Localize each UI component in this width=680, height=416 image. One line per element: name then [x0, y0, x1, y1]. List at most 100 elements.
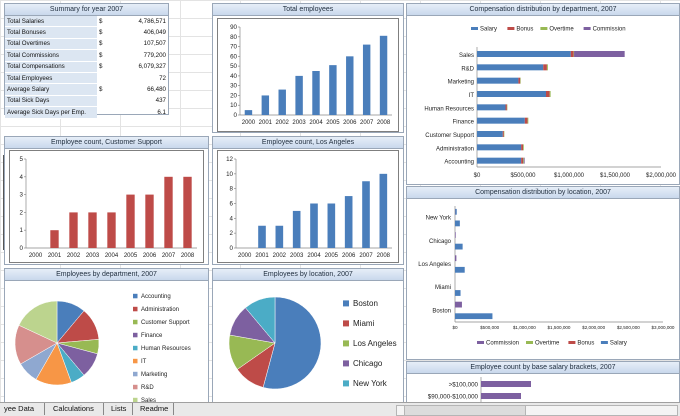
legend-swatch [477, 341, 484, 344]
x-tick-label: 2000 [238, 253, 252, 259]
legend-swatch [343, 320, 349, 326]
bar [258, 226, 266, 248]
bar-segment [477, 64, 543, 70]
bar [362, 181, 370, 248]
chart-title: Employee count by base salary brackets, … [407, 362, 679, 374]
y-tick-label: 8 [230, 186, 234, 193]
legend-label: Salary [480, 27, 497, 33]
tab-separator [44, 403, 45, 415]
legend-label: Finance [141, 333, 163, 339]
legend-swatch [584, 27, 591, 30]
bar-segment [455, 313, 492, 319]
summary-row: Total Commissions$779,200 [5, 50, 168, 61]
summary-row: Total Overtimes$107,507 [5, 38, 168, 49]
scroll-thumb[interactable] [404, 405, 526, 416]
bar-segment [571, 51, 574, 57]
y-tick-label: 5 [20, 156, 24, 163]
bar-segment [518, 78, 520, 84]
summary-label: Total Salaries [5, 16, 97, 27]
x-tick-label: 2002 [67, 253, 81, 259]
tab-readme[interactable]: Readme [136, 403, 172, 415]
legend-swatch [343, 380, 349, 386]
x-tick-label: $3,000,000 [652, 325, 675, 330]
y-tick-label: 2 [20, 209, 24, 216]
summary-currency [97, 72, 107, 83]
legend-label: Commission [486, 341, 519, 347]
tab-employee-data[interactable]: yee Data [0, 403, 38, 415]
bar-segment [477, 158, 521, 164]
legend-label: Los Angeles [353, 339, 397, 348]
bar [107, 212, 115, 248]
tab-separator [132, 403, 133, 415]
bar [279, 90, 286, 115]
chart-title: Employee count, Customer Support [5, 137, 208, 149]
bar-segment [503, 131, 504, 137]
legend-label: Administration [141, 307, 179, 313]
summary-value: 107,507 [107, 38, 168, 49]
bar-segment [506, 104, 507, 110]
x-tick-label: 2001 [255, 253, 269, 259]
tab-calculations[interactable]: Calculations [49, 403, 98, 415]
bar-segment [524, 158, 525, 164]
y-tick-label: 4 [230, 215, 234, 222]
bar-segment [523, 144, 524, 150]
summary-label: Total Compensations [5, 61, 97, 72]
bar [312, 71, 319, 115]
bar-segment [521, 158, 523, 164]
legend-label: Customer Support [141, 320, 190, 326]
bar [481, 381, 531, 387]
y-tick-label: 1 [20, 227, 24, 234]
comp-location-panel: Compensation distribution by location, 2… [406, 186, 680, 360]
legend-swatch [133, 307, 138, 312]
bar [293, 211, 301, 248]
x-tick-label: $500,000 [480, 325, 500, 330]
bar-segment [574, 51, 625, 57]
legend-swatch [133, 359, 138, 364]
bar-segment [523, 158, 524, 164]
summary-label: Average Sick Days per Emp. [5, 107, 97, 118]
y-tick-label: 2 [230, 230, 234, 237]
x-tick-label: 2001 [259, 120, 273, 126]
legend-label: Bonus [577, 341, 594, 347]
legend-label: Marketing [141, 372, 167, 378]
emp-dept-panel: Employees by department, 2007 Accounting… [4, 268, 209, 404]
x-tick-label: 2000 [242, 120, 256, 126]
bar [69, 212, 77, 248]
bar [126, 195, 134, 248]
y-tick-label: New York [426, 216, 452, 222]
summary-label: Total Overtimes [5, 38, 97, 49]
summary-value: 72 [107, 72, 168, 83]
y-tick-label: 0 [230, 245, 234, 252]
x-tick-label: 2002 [273, 253, 287, 259]
bar-segment [455, 244, 463, 250]
legend-label: Commission [593, 27, 626, 33]
y-tick-label: 0 [20, 245, 24, 252]
bar-segment [455, 255, 456, 261]
legend-swatch [133, 372, 138, 377]
legend-swatch [343, 300, 349, 306]
tab-separator [173, 403, 174, 415]
sheet-tabs-bar: yee Data Calculations Lists Readme [0, 402, 680, 416]
x-tick-label: 2003 [290, 253, 304, 259]
comp-location-chart: $0$500,000$1,000,000$1,500,000$2,000,000… [409, 200, 677, 357]
summary-row: Total Salaries$4,786,571 [5, 16, 168, 27]
legend-label: Accounting [141, 294, 171, 300]
x-tick-label: 2007 [162, 253, 176, 259]
bar [310, 204, 318, 249]
bar [50, 230, 58, 248]
legend-label: Overtime [549, 27, 574, 33]
legend-label: IT [141, 359, 147, 365]
bar-segment [477, 131, 503, 137]
summary-label: Total Bonuses [5, 27, 97, 38]
x-tick-label: $2,000,000 [582, 325, 605, 330]
bar [183, 177, 191, 248]
summary-currency: $ [97, 61, 107, 72]
tab-lists[interactable]: Lists [107, 403, 130, 415]
y-tick-label: Los Angeles [418, 262, 451, 268]
summary-label: Average Salary [5, 84, 97, 95]
bar-segment [455, 302, 462, 308]
